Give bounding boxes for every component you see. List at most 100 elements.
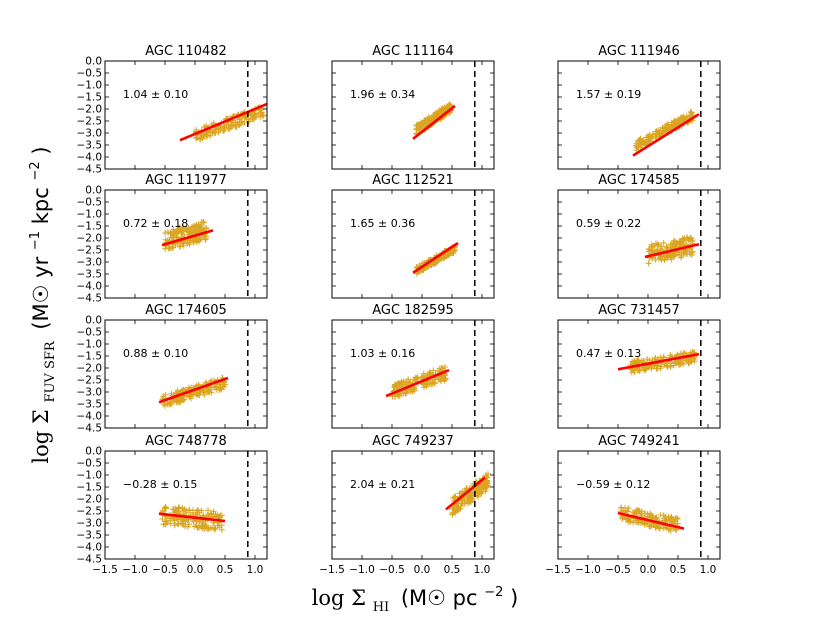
data-point: [451, 510, 458, 517]
fit-line: [617, 511, 685, 530]
fit-line: [158, 512, 226, 523]
data-point: [171, 522, 178, 529]
data-point: [645, 248, 652, 255]
panel: AGC 731457 0.47 ± 0.13: [557, 303, 721, 429]
data-point: [178, 229, 185, 236]
data-point: [421, 384, 428, 391]
data-point: [193, 135, 200, 142]
y-axis-label-unit: (M☉ yr: [29, 256, 53, 329]
data-point: [688, 109, 695, 116]
data-point: [673, 515, 680, 522]
plot-area: [644, 234, 700, 267]
data-point: [239, 118, 246, 125]
x-tick-label: −1.5: [545, 564, 571, 576]
y-tick-label: −3.5: [77, 399, 103, 411]
slope-annotation: 1.03 ± 0.16: [350, 347, 415, 360]
y-tick-label: −4.5: [77, 164, 103, 176]
y-tick-label: −1.5: [77, 351, 103, 363]
data-point: [625, 517, 632, 524]
x-axis-label-unit: (M☉ pc: [401, 586, 478, 610]
data-point: [212, 129, 219, 136]
data-point: [428, 114, 435, 121]
data-point: [667, 363, 674, 370]
data-point: [619, 514, 626, 521]
fit-line: [445, 476, 486, 511]
data-point: [402, 390, 409, 397]
data-point: [656, 129, 663, 136]
data-point: [426, 380, 433, 387]
fit-line: [644, 242, 700, 259]
panel-frame: [331, 60, 495, 170]
x-tick-label: 0.5: [217, 564, 234, 576]
data-point: [184, 228, 191, 235]
data-point: [661, 256, 668, 263]
y-axis-label-sub: FUV SFR: [43, 340, 58, 402]
y-tick-label: −2.5: [77, 506, 103, 518]
data-point: [642, 366, 649, 373]
data-point: [425, 114, 432, 121]
data-point: [181, 506, 188, 513]
x-axis-label-close: ): [510, 586, 518, 610]
data-point: [211, 126, 218, 133]
data-point: [654, 247, 661, 254]
data-point: [396, 392, 403, 399]
data-point: [683, 113, 690, 120]
y-tick-label: 0.0: [85, 446, 102, 458]
x-tick-label: 0.0: [414, 564, 431, 576]
data-point: [660, 239, 667, 246]
data-point: [453, 507, 460, 514]
data-point: [641, 367, 648, 374]
panel-title: AGC 174605: [145, 303, 227, 318]
panel-frame: [331, 319, 495, 429]
y-axis-label-exp1: −1: [28, 231, 43, 250]
slope-annotation: 2.04 ± 0.21: [350, 478, 415, 491]
data-point: [434, 109, 441, 116]
data-point: [429, 115, 436, 122]
data-point: [436, 365, 443, 372]
data-point: [450, 506, 457, 513]
slope-annotation: 1.57 ± 0.19: [576, 88, 641, 101]
data-point: [211, 526, 218, 533]
data-point: [646, 131, 653, 138]
data-point: [678, 253, 685, 260]
y-axis-label-mid: kpc: [29, 187, 53, 224]
data-point: [644, 356, 651, 363]
data-point: [664, 244, 671, 251]
panel: AGC 749237 2.04 ± 0.21 −1.5 −1.0 −0.5 0.0 0.5 1…: [319, 434, 495, 576]
panel-title: AGC 112521: [372, 173, 454, 188]
data-point: [645, 260, 652, 267]
data-point: [235, 121, 242, 128]
data-point: [670, 238, 677, 245]
data-point: [661, 126, 668, 133]
data-point: [676, 238, 683, 245]
data-point: [634, 508, 641, 515]
data-point: [193, 522, 200, 529]
data-point: [175, 521, 182, 528]
x-tick-label: −0.5: [379, 564, 405, 576]
data-point: [190, 227, 197, 234]
data-point: [164, 228, 171, 235]
data-point: [202, 521, 209, 528]
data-point: [454, 503, 461, 510]
data-point: [403, 379, 410, 386]
data-point: [439, 105, 446, 112]
x-axis-label-sub: HI: [373, 600, 389, 615]
plot-area: [632, 108, 700, 157]
panel-frame: [104, 60, 268, 170]
y-tick-label: −2.0: [77, 233, 103, 245]
data-point: [218, 526, 225, 533]
data-point: [648, 135, 655, 142]
data-point: [447, 102, 454, 109]
panel: AGC 748778−0.28 ± 0.150.0−0.5−1.0−1.5−2.…: [77, 434, 268, 576]
fit-line: [158, 376, 229, 404]
y-tick-label: −1.0: [77, 80, 103, 92]
data-point: [413, 126, 420, 133]
data-point: [641, 140, 648, 147]
data-point: [187, 237, 194, 244]
data-point: [191, 523, 198, 530]
data-point: [180, 226, 187, 233]
panel: AGC 112521 1.65 ± 0.36: [331, 173, 495, 299]
data-point: [226, 125, 233, 132]
